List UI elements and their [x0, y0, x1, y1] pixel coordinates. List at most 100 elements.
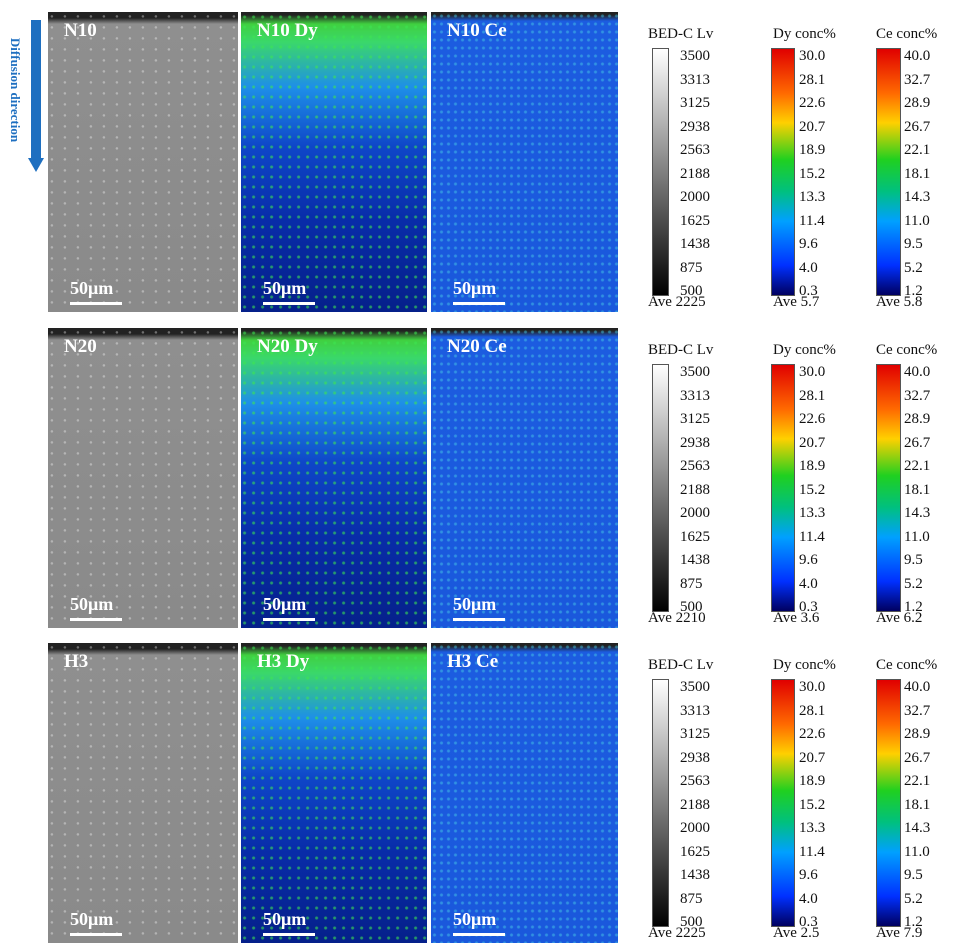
scale-label: 50μm: [70, 278, 114, 298]
scale-bar: [263, 618, 315, 621]
legend-tick: 1438: [680, 552, 710, 568]
legend-tick: 2938: [680, 434, 710, 451]
panel-label: N20: [64, 336, 97, 357]
legend-tick: 18.1: [904, 165, 931, 182]
legend-tick: 11.0: [904, 528, 930, 545]
scale-bar: [70, 933, 122, 936]
legend-tick: 1.2: [904, 914, 923, 930]
legend-tick: 22.1: [904, 773, 931, 789]
map-image: [241, 12, 427, 312]
scale-label: 50μm: [453, 909, 497, 929]
legend-tick: 13.3: [799, 189, 826, 205]
legend-tick: 18.1: [904, 481, 931, 498]
legend-tick: 32.7: [904, 702, 931, 719]
legend-tick: 3125: [680, 411, 710, 427]
legend-tick: 13.3: [799, 820, 826, 836]
scale-bar: [263, 933, 315, 936]
panel-label: H3: [64, 651, 89, 672]
legend-tick: 1625: [680, 528, 710, 545]
legend-average: Ave 3.6: [773, 610, 820, 626]
legend-tick: 30.0: [799, 679, 826, 695]
legend-tick: 9.5: [904, 236, 923, 252]
legend-tick: 22.6: [799, 411, 826, 427]
legend-tick: 20.7: [799, 434, 826, 451]
color-bar: [876, 364, 901, 612]
legend-tick: 2938: [680, 118, 710, 135]
legend-tick: 28.9: [904, 95, 931, 111]
color-bar: [652, 364, 669, 612]
legend-title: Dy conc%: [773, 342, 836, 358]
legend-tick: 875: [680, 575, 703, 592]
legend-tick: 22.6: [799, 95, 826, 111]
legend-title: BED-C Lv: [648, 657, 714, 673]
legend-tick: 3313: [680, 71, 710, 88]
legend-tick: 18.9: [799, 458, 826, 474]
legend-tick: 500: [680, 599, 703, 615]
legend-tick: 2563: [680, 773, 710, 789]
diffusion-arrow: [31, 20, 41, 160]
legend-tick: 2563: [680, 458, 710, 474]
color-bar: [876, 679, 901, 927]
map-image: [48, 12, 238, 312]
legend-title: Dy conc%: [773, 657, 836, 673]
legend-tick: 0.3: [799, 914, 818, 930]
scale-bar: [453, 302, 505, 305]
map-image: [241, 643, 427, 943]
legend-tick: 2000: [680, 820, 710, 836]
map-image: [241, 328, 427, 628]
legend-tick: 40.0: [904, 679, 931, 695]
legend-tick: 3500: [680, 48, 710, 64]
legend-tick: 9.6: [799, 867, 818, 883]
legend-tick: 28.1: [799, 387, 826, 404]
panel-label: H3 Ce: [447, 651, 499, 672]
legend-tick: 2000: [680, 189, 710, 205]
legend-average: Ave 5.7: [773, 294, 820, 310]
legend-tick: 26.7: [904, 118, 931, 135]
legend-tick: 14.3: [904, 820, 931, 836]
legend-tick: 9.6: [799, 236, 818, 252]
legend-tick: 11.0: [904, 843, 930, 860]
legend-tick: 2563: [680, 142, 710, 158]
legend-average: Ave 5.8: [876, 294, 923, 310]
legend-tick: 3500: [680, 364, 710, 380]
map-image: [431, 643, 618, 943]
scale-bar: [70, 302, 122, 305]
legend-tick: 11.4: [799, 528, 825, 545]
scale-label: 50μm: [70, 909, 114, 929]
scale-label: 50μm: [263, 278, 307, 298]
legend-tick: 15.2: [799, 165, 826, 182]
legend-tick: 40.0: [904, 48, 931, 64]
legend-tick: 30.0: [799, 364, 826, 380]
color-bar: [771, 364, 795, 612]
legend-title: Ce conc%: [876, 342, 938, 358]
legend-tick: 875: [680, 259, 703, 276]
legend-tick: 28.9: [904, 726, 931, 742]
legend-tick: 1625: [680, 843, 710, 860]
legend-tick: 26.7: [904, 434, 931, 451]
panel-label: N10: [64, 20, 97, 41]
legend-tick: 500: [680, 914, 703, 930]
legend-tick: 5.2: [904, 890, 923, 907]
legend-tick: 3125: [680, 726, 710, 742]
map-image: [431, 12, 618, 312]
legend-average: Ave 2225: [648, 294, 706, 310]
legend-tick: 500: [680, 283, 703, 299]
map-image: [48, 643, 238, 943]
legend-tick: 28.1: [799, 702, 826, 719]
scale-label: 50μm: [263, 594, 307, 614]
color-bar: [771, 679, 795, 927]
legend-tick: 1625: [680, 212, 710, 229]
legend-title: Ce conc%: [876, 657, 938, 673]
legend-tick: 1.2: [904, 283, 923, 299]
panel-label: N10 Dy: [257, 20, 318, 41]
legend-tick: 3313: [680, 387, 710, 404]
legend-tick: 2188: [680, 165, 710, 182]
legend-tick: 3500: [680, 679, 710, 695]
legend-tick: 4.0: [799, 259, 818, 276]
legend-tick: 11.0: [904, 212, 930, 229]
legend-tick: 18.1: [904, 796, 931, 813]
legend-tick: 9.5: [904, 552, 923, 568]
panel-label: N20 Dy: [257, 336, 318, 357]
scale-bar: [70, 618, 122, 621]
legend-tick: 18.9: [799, 773, 826, 789]
